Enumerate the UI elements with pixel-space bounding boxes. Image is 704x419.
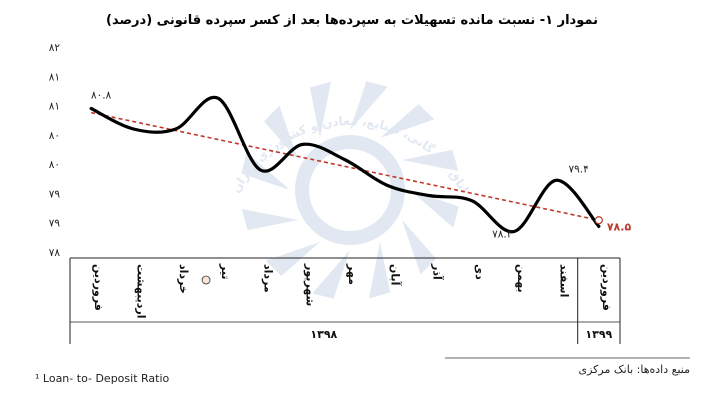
x-tick-label: آذر (431, 263, 445, 280)
y-tick-label: ۸۰ (49, 130, 60, 142)
x-tick-label: خرداد (177, 264, 190, 294)
trend-end-marker (594, 216, 603, 225)
series-trend-line (90, 111, 600, 222)
x-tick-label: تیر (219, 263, 232, 279)
x-tick-label: بهمن (515, 264, 528, 293)
y-axis-ticks: ۷۸ ۷۹ ۷۹ ۸۰ ۸۰ ۸۱ ۸۱ ۸۲ (49, 42, 61, 259)
x-tick-label: دی (473, 264, 486, 280)
series-main-line (89, 95, 601, 234)
watermark-ray (410, 190, 459, 228)
x-tick-label: مرداد (261, 264, 274, 293)
chart-title: نمودار ۱- نسبت مانده تسهیلات به سپرده‌ها… (106, 13, 598, 28)
x-tick-label: مهر (346, 263, 359, 285)
y-tick-label: ۸۱ (49, 101, 60, 113)
x-tick-label: اردیبهشت (134, 264, 147, 318)
year-label: ۱۳۹۸ (310, 328, 337, 341)
x-tick-label: آبان (388, 264, 402, 286)
watermark-ray (350, 81, 388, 130)
data-labels: ۸۰.۸ ۷۸.۴ ۷۹.۴ ۷۸.۵ (91, 90, 631, 241)
y-tick-label: ۸۲ (49, 42, 61, 54)
data-label: ۷۸.۵ (607, 220, 632, 233)
watermark-ray (264, 105, 299, 160)
year-label: ۱۳۹۹ (585, 328, 612, 341)
y-tick-label: ۷۹ (49, 188, 61, 200)
x-tick-label: شهریور (304, 263, 317, 306)
y-tick-label: ۸۱ (49, 71, 60, 83)
watermark-ray (369, 241, 391, 299)
series-group (89, 95, 603, 234)
y-tick-label: ۸۰ (49, 159, 60, 171)
x-tick-label: فروردین (92, 264, 105, 311)
source-note: منبع داده‌ها: بانک مرکزی (578, 363, 690, 376)
watermark-arc-text: اتاق بازرگانی، صنایع، معادن و کشاورزی ته… (229, 114, 472, 195)
data-label: ۷۸.۴ (492, 229, 512, 241)
footnote: ¹ Loan- to- Deposit Ratio (35, 372, 170, 385)
y-tick-label: ۷۹ (49, 218, 61, 230)
legend-marker (201, 275, 211, 285)
watermark-ray (309, 81, 331, 139)
watermark-ray (401, 220, 436, 275)
x-axis: فروردین اردیبهشت خرداد تیر مرداد شهریور مهر آبا… (69, 257, 621, 344)
watermark-ray (241, 209, 299, 231)
x-tick-label: فروردین (600, 264, 613, 311)
x-tick-label: اسفند (558, 264, 571, 297)
watermark-ray (380, 104, 435, 139)
watermark-ray (312, 250, 350, 299)
watermark-ray (401, 149, 459, 171)
watermark-ray (265, 241, 320, 276)
data-label: ۷۹.۴ (569, 163, 589, 175)
y-tick-label: ۷۸ (49, 247, 61, 259)
data-label: ۸۰.۸ (91, 90, 112, 102)
